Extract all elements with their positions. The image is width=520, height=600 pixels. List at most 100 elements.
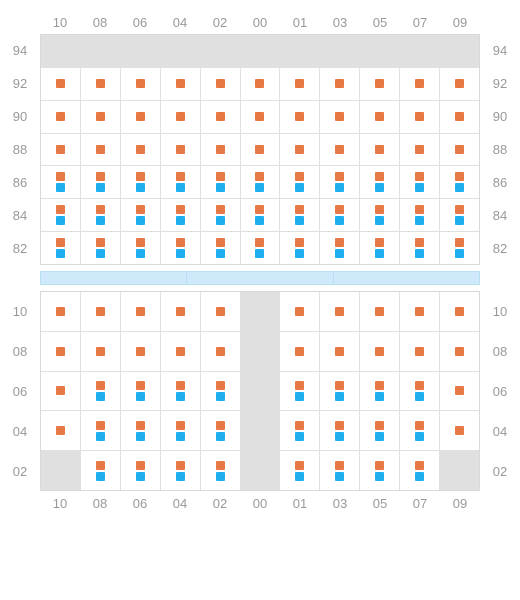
col-label: 09 (440, 15, 480, 30)
cell (440, 166, 479, 198)
marker-blue (136, 216, 145, 225)
cell (400, 232, 440, 264)
marker-blue (216, 392, 225, 401)
cell (400, 372, 440, 411)
row-label: 02 (480, 451, 520, 491)
cell (280, 292, 320, 331)
marker-orange (176, 205, 185, 214)
marker-orange (455, 426, 464, 435)
marker-orange (415, 172, 424, 181)
marker-orange (96, 172, 105, 181)
cell (360, 232, 400, 264)
cell (41, 372, 81, 411)
cell (201, 292, 241, 331)
cell (81, 134, 121, 166)
cell (320, 35, 360, 67)
cell (241, 35, 281, 67)
marker-orange (455, 205, 464, 214)
cell (360, 166, 400, 198)
marker-orange (375, 79, 384, 88)
grid-row (41, 411, 479, 451)
cell (201, 332, 241, 371)
cell (81, 35, 121, 67)
marker-orange (455, 79, 464, 88)
marker-orange (255, 172, 264, 181)
marker-orange (216, 347, 225, 356)
marker-orange (335, 238, 344, 247)
cell (360, 199, 400, 231)
row-labels-left: 94929088868482 (0, 34, 40, 265)
marker-blue (375, 249, 384, 258)
marker-orange (335, 79, 344, 88)
marker-blue (96, 183, 105, 192)
cell (81, 411, 121, 450)
grid-row (41, 232, 479, 264)
marker-blue (255, 216, 264, 225)
grid-row (41, 451, 479, 490)
marker-orange (176, 461, 185, 470)
cell (81, 68, 121, 100)
divider-segment (187, 272, 333, 284)
marker-orange (216, 112, 225, 121)
cell (121, 411, 161, 450)
marker-orange (176, 347, 185, 356)
col-label: 10 (40, 15, 80, 30)
cell (440, 232, 479, 264)
marker-orange (295, 347, 304, 356)
cell (121, 292, 161, 331)
col-label: 05 (360, 496, 400, 511)
cell (201, 232, 241, 264)
cell (400, 292, 440, 331)
cell (400, 101, 440, 133)
row-label: 08 (0, 331, 40, 371)
cell (320, 411, 360, 450)
cell (241, 292, 281, 331)
marker-blue (136, 249, 145, 258)
cell (280, 68, 320, 100)
marker-orange (295, 172, 304, 181)
marker-orange (415, 238, 424, 247)
marker-blue (335, 472, 344, 481)
cell (320, 101, 360, 133)
cell (81, 101, 121, 133)
marker-orange (176, 421, 185, 430)
cell (320, 199, 360, 231)
marker-blue (216, 432, 225, 441)
marker-blue (335, 432, 344, 441)
row-label: 06 (480, 371, 520, 411)
cell (280, 332, 320, 371)
row-label: 92 (480, 67, 520, 100)
col-label: 02 (200, 496, 240, 511)
marker-blue (335, 183, 344, 192)
marker-orange (455, 307, 464, 316)
marker-orange (335, 381, 344, 390)
cell (241, 68, 281, 100)
cell (360, 101, 400, 133)
grid-top (40, 34, 480, 265)
marker-blue (375, 392, 384, 401)
marker-orange (56, 172, 65, 181)
marker-blue (295, 432, 304, 441)
col-label: 09 (440, 496, 480, 511)
marker-orange (96, 238, 105, 247)
cell (201, 35, 241, 67)
col-label: 08 (80, 15, 120, 30)
grid-row (41, 292, 479, 332)
col-labels-top: 1008060402000103050709 (0, 10, 520, 34)
marker-blue (455, 216, 464, 225)
row-labels-right: 94929088868482 (480, 34, 520, 265)
cell (121, 372, 161, 411)
marker-orange (415, 381, 424, 390)
divider-segment (41, 272, 187, 284)
marker-orange (335, 461, 344, 470)
cell (320, 292, 360, 331)
cell (241, 232, 281, 264)
marker-orange (375, 347, 384, 356)
cell (360, 411, 400, 450)
cell (280, 101, 320, 133)
divider-segment (334, 272, 479, 284)
marker-blue (216, 183, 225, 192)
marker-orange (136, 421, 145, 430)
marker-blue (136, 472, 145, 481)
marker-orange (255, 205, 264, 214)
